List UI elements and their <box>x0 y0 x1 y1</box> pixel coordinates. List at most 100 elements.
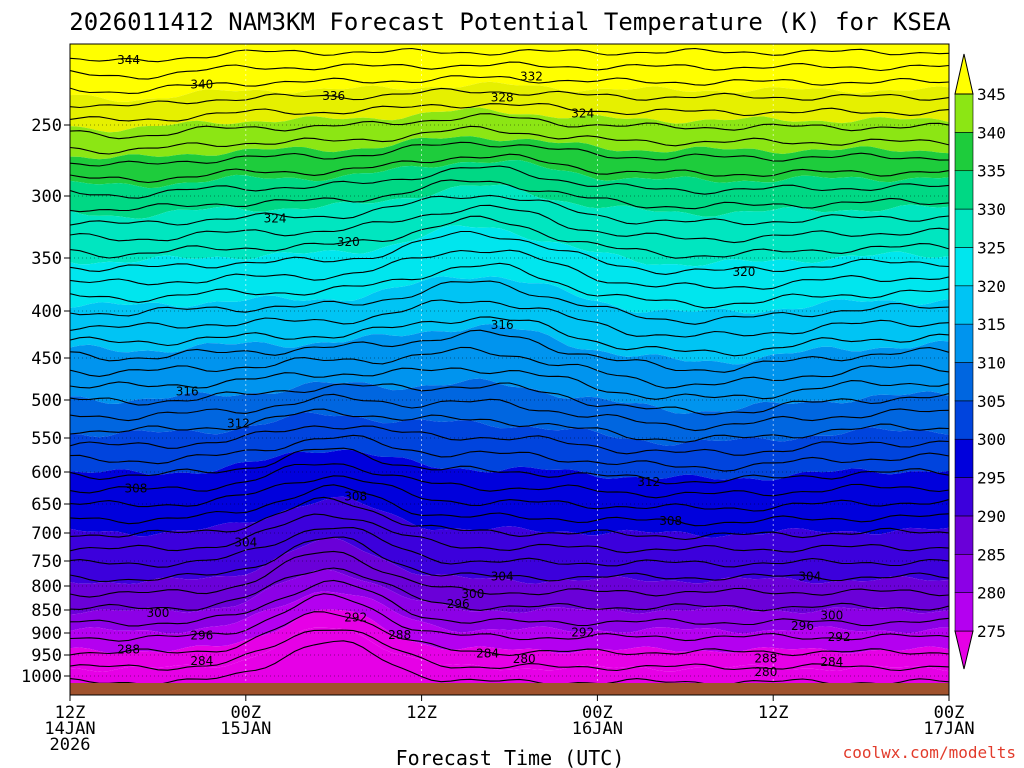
isentrope-line <box>70 382 949 416</box>
colorbar-tick-label: 325 <box>977 238 1006 257</box>
isentrope-line <box>70 463 949 499</box>
y-tick-label: 950 <box>31 646 62 666</box>
isentrope-line <box>70 593 949 642</box>
contour-label: 344 <box>117 53 140 67</box>
colorbar-segment <box>954 592 974 632</box>
y-axis: 250 300 350 400 450 500 550 600 650 700 750 800 850 9… <box>21 116 70 687</box>
isentrope-line <box>70 567 949 612</box>
contour-label: 316 <box>491 318 514 332</box>
isentrope-line <box>70 153 949 184</box>
colorbar-segment <box>954 285 974 325</box>
colorbar-tick-label: 310 <box>977 354 1006 373</box>
colorbar-segment <box>954 170 974 210</box>
contour-label: 308 <box>659 514 682 528</box>
temperature-band <box>70 609 949 672</box>
y-tick-label: 650 <box>31 495 62 515</box>
isentrope-line <box>70 484 949 527</box>
contour-label: 296 <box>791 619 814 633</box>
y-tick-label: 400 <box>31 302 62 322</box>
isentrope-line <box>70 434 949 472</box>
y-tick-label: 250 <box>31 116 62 136</box>
contour-label: 300 <box>820 609 843 623</box>
isentrope-line <box>70 299 949 338</box>
isentrope-line <box>70 165 949 199</box>
colorbar-tick-label: 295 <box>977 469 1006 488</box>
colorbar-tick-label: 320 <box>977 277 1006 296</box>
colorbar-tick-label: 305 <box>977 392 1006 411</box>
plot-frame <box>69 43 950 696</box>
isentrope-line <box>70 280 949 325</box>
temperature-band <box>70 591 949 654</box>
credit-text: coolwx.com/modelts <box>843 743 1016 762</box>
contour-label: 292 <box>344 610 367 624</box>
isentrope-line <box>70 262 949 309</box>
isentrope-line <box>70 249 949 290</box>
isentrope-line <box>70 425 949 456</box>
temperature-band <box>70 449 949 538</box>
contour-label: 336 <box>322 89 345 103</box>
colorbar-upper-triangle <box>954 53 974 95</box>
temperature-band <box>70 627 949 695</box>
colorbar-segment <box>954 515 974 555</box>
y-tick-label: 550 <box>31 429 62 449</box>
contour-label: 320 <box>732 265 755 279</box>
temperature-band <box>70 378 949 446</box>
temperature-bands <box>70 44 949 695</box>
contour-label: 304 <box>234 536 257 550</box>
colorbar-tick-label: 300 <box>977 430 1006 449</box>
x-tick-label: 2026 <box>50 735 91 755</box>
isentrope-line <box>70 640 949 686</box>
isentrope-line <box>70 125 949 155</box>
contour-label: 308 <box>344 489 367 503</box>
isentrope-line <box>70 393 949 432</box>
contour-label: 324 <box>264 211 287 225</box>
colorbar-segment <box>954 553 974 593</box>
contour-label: 292 <box>571 626 594 640</box>
x-tick-label: 12Z <box>55 703 86 723</box>
temperature-band <box>70 184 949 267</box>
y-tick-label: 800 <box>31 577 62 597</box>
colorbar: 275 280 285 290 295 300 305 310 315 320 325 330 335 3… <box>954 53 1006 670</box>
x-tick-label: 12Z <box>406 703 437 723</box>
contour-label: 284 <box>476 647 499 661</box>
isentrope-line <box>70 346 949 389</box>
temperature-band <box>70 496 949 585</box>
temperature-band <box>70 44 949 102</box>
y-tick-label: 700 <box>31 524 62 544</box>
isentrope-line <box>70 536 949 583</box>
contour-label: 292 <box>828 630 851 644</box>
colorbar-segment <box>954 323 974 363</box>
isentrope-line <box>70 447 949 485</box>
temperature-band <box>70 81 949 133</box>
isentrope-line <box>70 629 949 672</box>
isentrope-line <box>70 316 949 357</box>
colorbar-tick-label: 335 <box>977 162 1006 181</box>
contour-label: 280 <box>513 652 536 666</box>
colorbar-tick-label: 290 <box>977 507 1006 526</box>
contour-label: 320 <box>337 235 360 249</box>
contour-label: 324 <box>571 107 594 121</box>
colorbar-segment <box>954 362 974 402</box>
colorbar-segment <box>954 400 974 440</box>
isentrope-line <box>70 47 949 63</box>
isentrope-line <box>70 550 949 598</box>
y-tick-label: 1000 <box>21 667 62 687</box>
temperature-band <box>70 569 949 634</box>
contour-label: 288 <box>117 642 140 656</box>
x-tick-label: 16JAN <box>572 719 623 739</box>
contour-label: 340 <box>190 78 213 92</box>
y-tick-label: 900 <box>31 624 62 644</box>
isentrope-line <box>70 75 949 94</box>
contour-label: 288 <box>754 651 777 665</box>
isentrope-line <box>70 113 949 140</box>
x-tick-label: 00Z <box>934 703 965 723</box>
isentrope-line <box>70 204 949 244</box>
contour-label: 280 <box>754 665 777 679</box>
contour-labels: 344 340 336 332 328 324 324 320 320 316 316 312 312 3… <box>117 53 851 679</box>
contour-label: 284 <box>190 654 213 668</box>
isentrope-line <box>70 61 949 80</box>
contour-label: 300 <box>461 587 484 601</box>
isentrope-line <box>70 230 949 275</box>
y-tick-label: 750 <box>31 552 62 572</box>
